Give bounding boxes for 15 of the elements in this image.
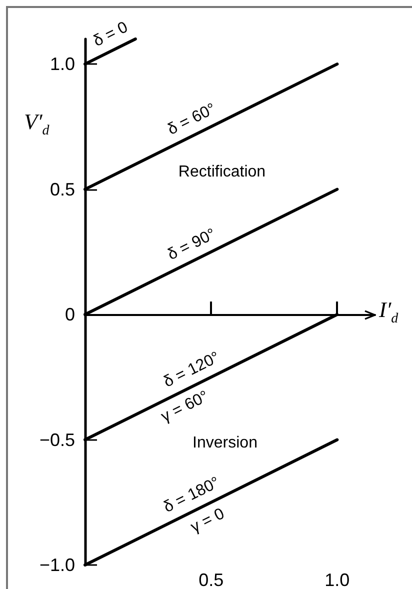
y-tick-label: 0.5 (50, 179, 75, 200)
text: δ = 120° (161, 348, 223, 391)
y-tick-label: 1.0 (50, 54, 75, 74)
text: δ = 60° (165, 100, 219, 139)
annotation: Rectification (178, 164, 266, 180)
y-tick-label: −1.0 (39, 555, 75, 575)
y-axis-title: V′$_{d}$ (24, 108, 50, 138)
text: δ = 90° (165, 226, 219, 264)
y-tick-label: −0.5 (39, 430, 75, 450)
x-axis-title: I′$_{d}$ (379, 297, 398, 326)
annotation: γ = 60° (158, 388, 212, 426)
annotation: γ = 0 (188, 505, 228, 536)
annotation: Inversion (192, 434, 258, 452)
text: δ = 0 (90, 18, 131, 50)
y-tick-label: 0 (64, 304, 75, 325)
